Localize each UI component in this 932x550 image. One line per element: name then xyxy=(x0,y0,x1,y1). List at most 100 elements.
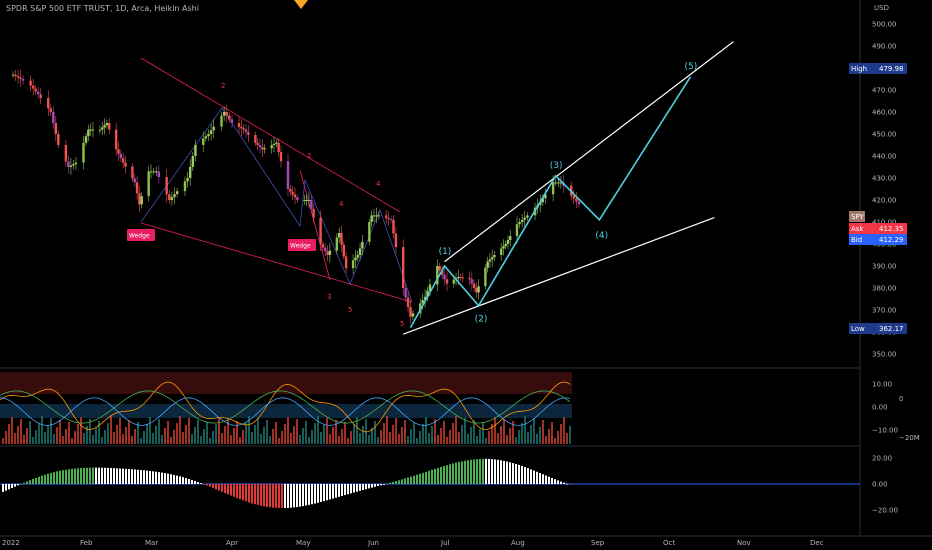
osc2-histogram-bar xyxy=(71,468,73,484)
osc1-volume-bar xyxy=(362,426,364,444)
candle xyxy=(572,195,575,199)
osc1-volume-bar xyxy=(92,435,94,444)
osc1-volume-bar xyxy=(86,426,88,444)
osc1-volume-bar xyxy=(251,432,253,444)
osc2-histogram-bar xyxy=(527,468,529,484)
candle xyxy=(191,156,195,167)
price-label-name: Low xyxy=(851,325,865,333)
osc1-volume-bar xyxy=(266,420,268,444)
osc1-volume-bar xyxy=(488,431,490,444)
osc2-histogram-bar xyxy=(152,471,154,484)
price-label-value-bg xyxy=(877,234,907,245)
osc1-volume-bar xyxy=(59,420,61,444)
x-tick-label: Oct xyxy=(663,539,675,547)
osc2-histogram-bar xyxy=(209,484,211,487)
osc1-volume-bar xyxy=(83,433,85,444)
osc2-histogram-bar xyxy=(563,482,565,484)
candle xyxy=(539,202,542,205)
osc2-histogram-bar xyxy=(284,484,286,509)
candle xyxy=(244,129,248,133)
candle xyxy=(204,136,208,139)
osc1-volume-bar xyxy=(539,427,541,444)
osc2-histogram-bar xyxy=(104,467,106,484)
candle xyxy=(87,129,90,137)
osc2-histogram-bar xyxy=(431,469,433,484)
price-label-name-bg xyxy=(849,234,877,245)
y-tick-label: 440.00 xyxy=(872,153,897,161)
x-tick-label: Aug xyxy=(511,539,525,547)
candle xyxy=(279,152,283,162)
osc1-volume-bar xyxy=(317,416,319,444)
osc2-histogram-bar xyxy=(188,478,190,484)
wave-number: 2 xyxy=(307,152,311,160)
candle xyxy=(261,147,264,150)
candle xyxy=(247,132,250,135)
y-tick-label: 470.00 xyxy=(872,87,897,95)
wave-number: 5 xyxy=(400,320,404,328)
osc2-histogram-bar xyxy=(308,484,310,505)
osc1-volume-bar xyxy=(353,424,355,444)
osc2-histogram-bar xyxy=(476,459,478,484)
candle xyxy=(36,91,40,95)
osc1-volume-bar xyxy=(257,418,259,444)
candle xyxy=(121,158,125,163)
y-tick-label: 430.00 xyxy=(872,175,897,183)
candle xyxy=(57,134,60,145)
osc2-histogram-bar xyxy=(377,484,379,486)
candle xyxy=(551,182,555,195)
osc1-volume-bar xyxy=(494,417,496,444)
osc2-histogram-bar xyxy=(383,484,385,485)
tradingview-logo-icon xyxy=(294,0,308,9)
osc1-volume-bar xyxy=(335,420,337,444)
x-tick-label: Sep xyxy=(591,539,605,547)
osc2-histogram-bar xyxy=(50,472,52,484)
osc2-histogram-bar xyxy=(56,471,58,484)
osc1-volume-bar xyxy=(44,432,46,444)
osc1-volume-bar xyxy=(440,428,442,444)
osc1-volume-bar xyxy=(221,433,223,444)
y-tick-label: 350.00 xyxy=(872,351,897,359)
wave-number: 3 xyxy=(327,293,331,301)
osc2-histogram-bar xyxy=(536,471,538,484)
wave-number: 2 xyxy=(221,82,225,90)
osc1-volume-bar xyxy=(113,432,115,444)
osc1-volume-bar xyxy=(554,438,556,444)
candle xyxy=(296,197,299,200)
osc2-histogram-bar xyxy=(440,466,442,484)
osc1-volume-bar xyxy=(272,429,274,444)
osc1-volume-bar xyxy=(35,430,37,444)
channel-line xyxy=(402,217,715,335)
candle xyxy=(272,143,276,145)
osc1-volume-bar xyxy=(413,422,415,444)
osc1-volume-bar xyxy=(296,419,298,444)
x-tick-label: Mar xyxy=(145,539,158,547)
osc2-histogram-bar xyxy=(80,467,82,484)
osc2-histogram-bar xyxy=(290,484,292,508)
osc2-histogram-bar xyxy=(83,467,85,484)
osc2-histogram-bar xyxy=(278,484,280,509)
osc1-volume-bar xyxy=(356,417,358,444)
osc2-histogram-bar xyxy=(362,484,364,491)
osc1-volume-bar xyxy=(365,419,367,444)
osc1-volume-bar xyxy=(47,425,49,444)
osc1-volume-bar xyxy=(551,422,553,444)
candle xyxy=(194,145,197,156)
osc2-histogram-bar xyxy=(194,480,196,484)
candle xyxy=(286,161,290,189)
osc2-histogram-bar xyxy=(566,483,568,485)
candle xyxy=(459,277,462,278)
osc2-histogram-bar xyxy=(8,484,10,490)
candle xyxy=(124,162,127,167)
osc2-histogram-bar xyxy=(77,468,79,484)
candle xyxy=(220,115,223,127)
candle xyxy=(89,129,92,131)
osc2-histogram-bar xyxy=(257,484,259,506)
osc2-histogram-bar xyxy=(167,473,169,484)
candle xyxy=(468,277,471,280)
osc2-histogram-bar xyxy=(239,484,241,500)
wave-label: (1) xyxy=(439,247,452,257)
osc2-histogram-bar xyxy=(425,471,427,484)
osc2-histogram-bar xyxy=(401,479,403,484)
